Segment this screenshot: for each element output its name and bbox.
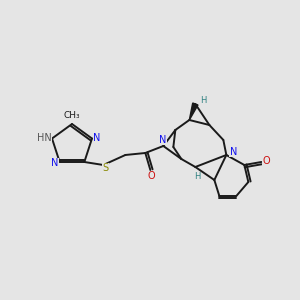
Text: N: N: [159, 135, 166, 145]
Polygon shape: [189, 103, 198, 120]
Text: N: N: [230, 147, 237, 157]
Text: N: N: [51, 158, 58, 168]
Text: HN: HN: [37, 133, 51, 142]
Text: O: O: [148, 171, 155, 181]
Text: CH₃: CH₃: [64, 110, 80, 119]
Text: S: S: [102, 163, 108, 173]
Text: H: H: [200, 97, 206, 106]
Text: O: O: [262, 156, 270, 166]
Text: H: H: [194, 172, 200, 182]
Text: N: N: [93, 133, 101, 142]
